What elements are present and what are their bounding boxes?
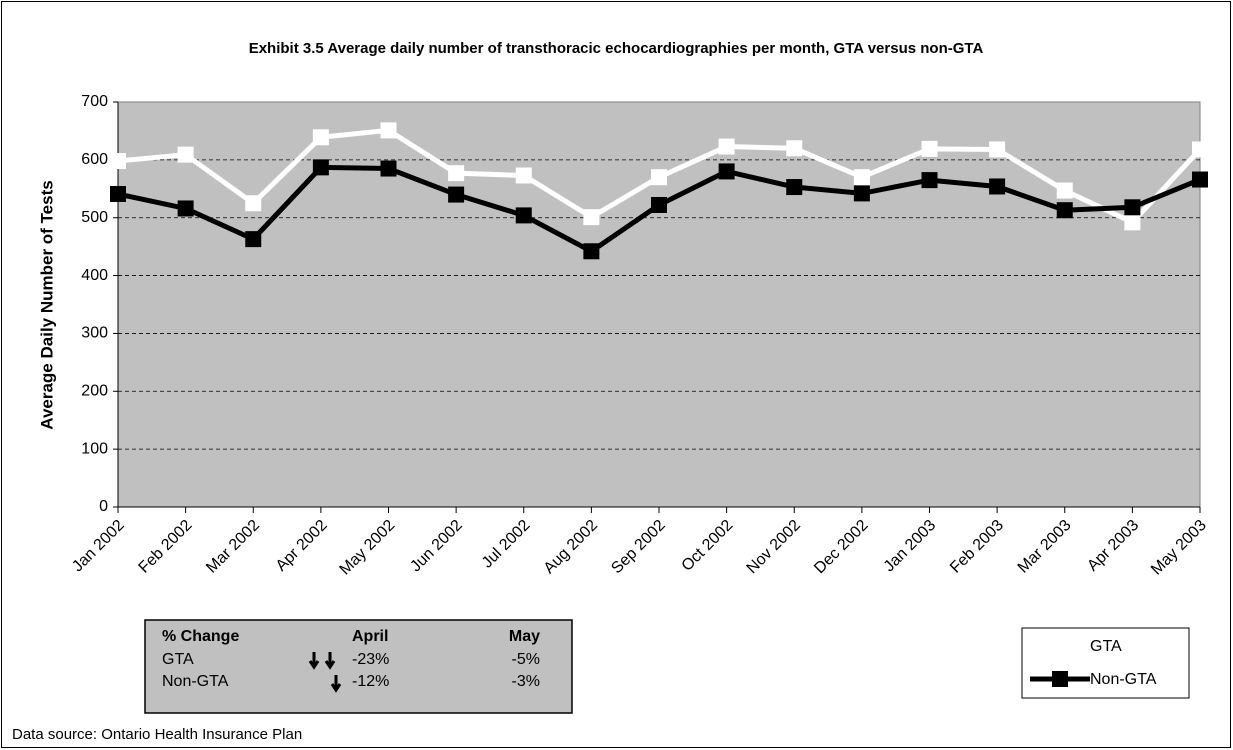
point-marker: [583, 243, 600, 260]
y-tick-label: 600: [81, 151, 108, 168]
table-cell: -3%: [512, 673, 540, 690]
point-marker: [853, 185, 870, 202]
legend-marker: [1052, 638, 1068, 654]
point-marker: [583, 209, 600, 226]
point-marker: [380, 160, 397, 177]
point-marker: [718, 138, 735, 155]
point-marker: [245, 195, 262, 212]
table-cell: GTA: [162, 651, 194, 668]
point-marker: [989, 178, 1006, 195]
point-marker: [110, 153, 126, 170]
point-marker: [1124, 199, 1141, 216]
point-marker: [786, 179, 803, 196]
legend-label: Non-GTA: [1090, 671, 1157, 688]
point-marker: [921, 140, 938, 157]
table-cell: Non-GTA: [162, 673, 229, 690]
y-tick-label: 0: [99, 498, 108, 515]
y-tick-label: 200: [81, 383, 108, 400]
down-arrows: [308, 652, 342, 693]
table-header: May: [509, 628, 540, 645]
plot-area: [117, 101, 1201, 508]
table-cell: -23%: [352, 651, 389, 668]
point-marker: [1192, 171, 1208, 188]
point-marker: [515, 167, 532, 184]
point-marker: [177, 146, 194, 163]
legend-marker: [1052, 671, 1068, 687]
y-tick-label: 100: [81, 440, 108, 457]
point-marker: [651, 169, 667, 186]
table-cell: -12%: [352, 673, 389, 690]
change-table-box: [144, 619, 573, 714]
point-marker: [921, 172, 938, 189]
point-marker: [1056, 202, 1073, 219]
point-marker: [718, 163, 735, 180]
table-header: April: [352, 628, 388, 645]
point-marker: [312, 129, 329, 146]
legend-label: GTA: [1090, 638, 1122, 655]
point-marker: [515, 207, 532, 224]
point-marker: [448, 165, 465, 182]
point-marker: [1124, 214, 1141, 231]
y-tick-label: 300: [81, 325, 108, 342]
y-tick-label: 500: [81, 209, 108, 226]
source-note: Data source: Ontario Health Insurance Pl…: [12, 726, 302, 743]
point-marker: [853, 169, 870, 186]
point-marker: [448, 186, 465, 203]
point-marker: [312, 159, 329, 176]
point-marker: [651, 196, 667, 213]
point-marker: [1192, 141, 1208, 158]
point-marker: [989, 141, 1006, 158]
point-marker: [786, 140, 803, 157]
point-marker: [245, 231, 262, 248]
table-cell: -5%: [512, 651, 540, 668]
table-header: % Change: [162, 628, 239, 645]
chart-title: Exhibit 3.5 Average daily number of tran…: [249, 40, 984, 57]
point-marker: [1056, 182, 1073, 199]
point-marker: [380, 122, 397, 139]
point-marker: [110, 185, 126, 202]
y-axis-title: Average Daily Number of Tests: [37, 180, 56, 429]
y-tick-label: 700: [81, 93, 108, 110]
y-tick-label: 400: [81, 267, 108, 284]
legend-box: [1021, 627, 1190, 699]
point-marker: [177, 200, 194, 217]
